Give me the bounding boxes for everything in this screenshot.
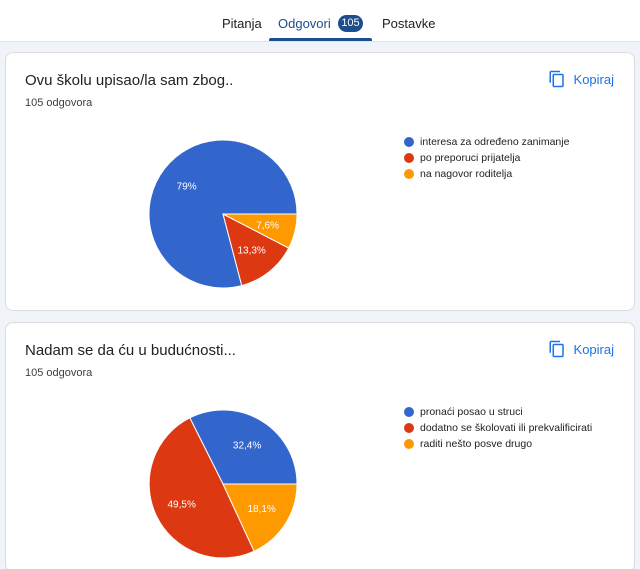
legend-color-dot xyxy=(404,153,414,163)
legend-item: interesa za određeno zanimanje xyxy=(404,134,569,150)
chart-legend: pronaći posao u struci dodatno se školova… xyxy=(404,404,592,452)
legend-item: na nagovor roditelja xyxy=(404,166,569,182)
legend-label: po preporuci prijatelja xyxy=(420,152,521,164)
pie-slice[interactable] xyxy=(222,213,298,249)
response-count: 105 odgovora xyxy=(25,367,93,379)
pie-chart: 79% 13,3% 7,6% xyxy=(148,139,298,289)
slice-value-label: 79% xyxy=(177,181,197,192)
legend-item: pronaći posao u struci xyxy=(404,404,592,420)
tab-bar: Pitanja Odgovori 105 Postavke xyxy=(0,0,640,42)
slice-value-label: 7,6% xyxy=(256,220,279,231)
pie-slice[interactable] xyxy=(222,213,290,287)
copy-button[interactable]: Kopiraj xyxy=(548,68,614,90)
tab-questions[interactable]: Pitanja xyxy=(222,16,262,31)
copy-icon xyxy=(549,340,564,358)
copy-label: Kopiraj xyxy=(573,341,614,357)
pie-chart: 32,4% 49,5% 18,1% xyxy=(148,409,298,559)
slice-value-label: 49,5% xyxy=(167,499,195,510)
legend-label: interesa za određeno zanimanje xyxy=(420,136,570,148)
legend-color-dot xyxy=(404,423,414,433)
tab-responses[interactable]: Odgovori xyxy=(278,16,331,31)
legend-label: na nagovor roditelja xyxy=(420,168,513,180)
chart-legend: interesa za određeno zanimanje po preporu… xyxy=(404,134,569,182)
legend-label: dodatno se školovati ili prekvalificirat… xyxy=(420,422,593,434)
legend-label: pronaći posao u struci xyxy=(420,406,523,418)
pie-slice[interactable] xyxy=(222,483,298,552)
tab-settings[interactable]: Postavke xyxy=(382,16,436,31)
pie-slice[interactable] xyxy=(148,417,255,559)
legend-color-dot xyxy=(404,137,414,147)
legend-item: po preporuci prijatelja xyxy=(404,150,569,166)
legend-color-dot xyxy=(404,439,414,449)
slice-value-label: 13,3% xyxy=(237,245,265,256)
slice-value-label: 32,4% xyxy=(233,440,261,451)
question-title: Nadam se da ću u budućnosti... xyxy=(25,342,236,359)
pie-slice[interactable] xyxy=(189,409,298,485)
active-tab-indicator xyxy=(269,38,372,41)
copy-icon xyxy=(549,70,564,88)
slice-value-label: 18,1% xyxy=(247,504,275,515)
legend-label: raditi nešto posve drugo xyxy=(420,438,533,450)
question-title: Ovu školu upisao/la sam zbog.. xyxy=(25,72,234,89)
question-card: Nadam se da ću u budućnosti... 105 odgov… xyxy=(5,322,635,569)
legend-color-dot xyxy=(404,169,414,179)
response-count: 105 odgovora xyxy=(25,97,93,109)
legend-item: dodatno se školovati ili prekvalificirat… xyxy=(404,420,592,436)
legend-item: raditi nešto posve drugo xyxy=(404,436,592,452)
copy-button[interactable]: Kopiraj xyxy=(548,338,614,360)
legend-color-dot xyxy=(404,407,414,417)
copy-label: Kopiraj xyxy=(573,71,614,87)
question-card: Ovu školu upisao/la sam zbog.. 105 odgov… xyxy=(5,52,635,311)
responses-count-badge: 105 xyxy=(338,15,363,32)
